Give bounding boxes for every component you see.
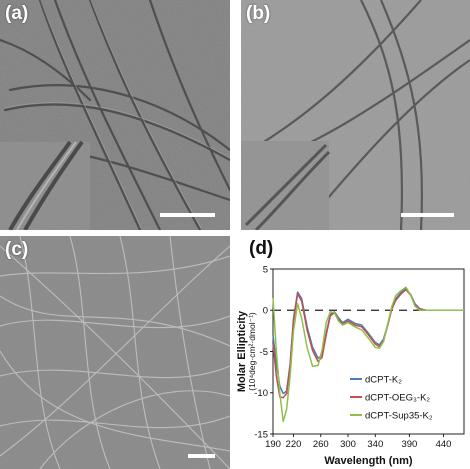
y-tick-label: -10 <box>254 388 268 399</box>
chart-legend: dCPT-K₂ dCPT-OEG₃-K₂ dCPT-Sup35-K₂ <box>350 375 433 422</box>
tem-micrograph-a <box>0 0 230 230</box>
x-tick-label: 440 <box>436 439 452 450</box>
panel-label-c: (c) <box>5 239 29 260</box>
legend-label-1: dCPT-OEG₃-K₂ <box>365 393 430 404</box>
x-axis-label: Wavelength (nm) <box>324 455 413 467</box>
panel-label-d: (d) <box>249 238 274 259</box>
tem-micrograph-c <box>0 236 230 469</box>
scale-bar-a <box>160 213 215 217</box>
plot-frame <box>272 268 465 435</box>
y-tick-label: 5 <box>263 264 268 275</box>
inset-b <box>241 141 331 230</box>
panel-label-a: (a) <box>5 3 29 24</box>
x-tick-label: 300 <box>340 439 356 450</box>
y-axis-label: Molar Ellipticity <box>236 310 248 392</box>
inset-a <box>0 140 90 230</box>
legend-label-2: dCPT-Sup35-K₂ <box>365 411 433 422</box>
scale-bar-c <box>188 454 215 458</box>
x-tick-label: 390 <box>401 439 417 450</box>
series-line-2 <box>272 286 464 423</box>
tem-image-panel-a: (a) <box>0 0 230 230</box>
panel-label-b: (b) <box>246 3 271 24</box>
tem-micrograph-b <box>241 0 470 230</box>
legend-label-0: dCPT-K₂ <box>365 375 402 386</box>
y-tick-label: -15 <box>254 429 268 440</box>
tem-image-panel-c: (c) <box>0 236 230 469</box>
x-tick-label: 340 <box>367 439 383 450</box>
y-tick-label: -5 <box>260 347 268 358</box>
tem-image-panel-b: (b) <box>241 0 470 230</box>
x-tick-label: 260 <box>313 439 329 450</box>
cd-spectrum-chart-panel: 190 220 260 300 340 390 440 5 0 -5 -10 -15 Molar El… <box>236 236 470 469</box>
y-axis-units: (10⁴deg·cm²·dmol⁻¹) <box>247 312 257 391</box>
y-tick-label: 0 <box>263 306 268 317</box>
x-tick-label: 220 <box>286 439 302 450</box>
x-tick-label: 190 <box>265 439 281 450</box>
scale-bar-b <box>401 213 454 217</box>
cd-spectrum-chart: 190 220 260 300 340 390 440 5 0 -5 -10 -15 Molar El… <box>236 264 465 467</box>
